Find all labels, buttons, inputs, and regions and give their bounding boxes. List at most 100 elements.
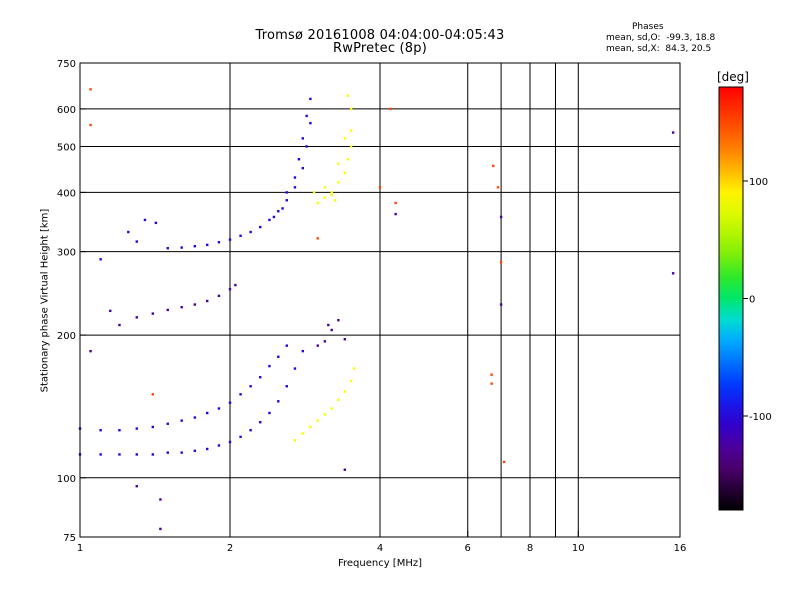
data-point xyxy=(277,355,280,358)
x-tick-label: 6 xyxy=(465,543,471,554)
y-axis-label: Stationary phase Virtual Height [km] xyxy=(39,208,51,393)
colorbar-tick-label: -100 xyxy=(749,412,772,423)
data-point xyxy=(316,237,319,240)
data-point xyxy=(502,460,506,464)
data-point xyxy=(180,419,183,422)
data-point xyxy=(293,176,297,179)
data-point xyxy=(378,186,382,189)
data-point xyxy=(330,407,333,410)
data-point xyxy=(301,137,305,140)
data-point xyxy=(349,107,353,111)
data-point xyxy=(239,435,242,439)
data-point xyxy=(327,323,330,327)
y-tick-label: 100 xyxy=(57,474,76,485)
data-point xyxy=(166,451,169,454)
data-point xyxy=(394,212,397,216)
data-point xyxy=(671,272,675,275)
data-point xyxy=(293,439,297,442)
data-point xyxy=(268,218,271,222)
data-point xyxy=(285,191,288,194)
data-point xyxy=(166,308,169,312)
data-point xyxy=(228,440,232,444)
data-point xyxy=(135,316,138,319)
data-point xyxy=(337,181,340,184)
data-point xyxy=(349,379,353,383)
data-point xyxy=(346,158,350,161)
data-point xyxy=(127,230,130,234)
data-point xyxy=(394,201,397,205)
data-point xyxy=(118,429,121,432)
data-point xyxy=(259,376,262,379)
data-point xyxy=(159,527,162,531)
data-point xyxy=(346,94,350,97)
data-point xyxy=(490,382,493,385)
data-point xyxy=(272,215,276,219)
stats-o: mean, sd,O: -99.3, 18.8 xyxy=(606,33,716,43)
stats-x: mean, sd,X: 84.3, 20.5 xyxy=(606,44,712,54)
y-tick-label: 750 xyxy=(57,59,76,70)
chart-subtitle: RwPretec (8p) xyxy=(333,41,427,56)
data-point xyxy=(249,385,252,388)
data-point xyxy=(496,186,500,189)
data-point xyxy=(277,400,280,403)
data-point xyxy=(259,420,262,424)
data-point xyxy=(293,367,297,370)
data-point xyxy=(239,234,242,237)
data-point xyxy=(135,240,138,243)
data-point xyxy=(305,114,308,118)
data-point xyxy=(499,215,503,219)
data-point xyxy=(99,258,102,261)
data-point xyxy=(285,385,288,388)
data-point xyxy=(151,425,155,429)
data-point xyxy=(285,344,288,347)
data-point xyxy=(349,129,353,132)
data-point xyxy=(343,338,347,341)
data-point xyxy=(249,429,252,432)
y-tick-label: 75 xyxy=(63,533,76,544)
data-point xyxy=(205,299,209,303)
data-point xyxy=(389,107,392,111)
data-point xyxy=(135,484,138,488)
data-point xyxy=(337,162,340,165)
data-point xyxy=(205,243,209,247)
data-point xyxy=(316,201,319,205)
data-point xyxy=(323,186,327,189)
y-tick-label: 400 xyxy=(57,188,76,199)
data-point xyxy=(352,367,356,370)
data-point xyxy=(490,373,493,376)
plot-axes: 1 2 4 6 8 10 16 75 100 200 300 400 500 600 750 xyxy=(57,59,686,554)
y-tick-label: 200 xyxy=(57,331,76,342)
data-point xyxy=(323,196,327,199)
data-point xyxy=(301,349,305,353)
data-point xyxy=(205,411,209,415)
data-point xyxy=(118,453,121,456)
y-tick-label: 600 xyxy=(57,105,76,116)
data-point xyxy=(193,245,197,248)
data-point xyxy=(301,166,305,170)
data-point xyxy=(109,309,112,313)
data-point xyxy=(343,468,347,471)
data-point xyxy=(234,283,237,287)
data-point xyxy=(135,427,138,430)
data-point xyxy=(151,453,155,456)
y-tick-label: 300 xyxy=(57,248,76,259)
data-point xyxy=(166,247,169,250)
data-point xyxy=(268,364,271,368)
data-point xyxy=(193,303,197,306)
y-tick-label: 500 xyxy=(57,142,76,153)
data-point xyxy=(249,230,252,234)
data-point xyxy=(135,453,138,456)
colorbar-gradient xyxy=(719,87,743,510)
x-tick-label: 4 xyxy=(377,543,383,554)
data-point xyxy=(297,158,301,161)
data-point xyxy=(89,88,92,91)
data-point xyxy=(309,97,312,101)
data-point xyxy=(228,401,232,404)
colorbar-label: [deg] xyxy=(717,70,749,84)
chart-title: Tromsø 20161008 04:04:00-04:05:43 xyxy=(255,28,505,43)
x-tick-label: 8 xyxy=(527,543,533,554)
data-point xyxy=(337,398,340,402)
data-point xyxy=(151,393,155,396)
colorbar-tick-label: 0 xyxy=(749,295,755,306)
